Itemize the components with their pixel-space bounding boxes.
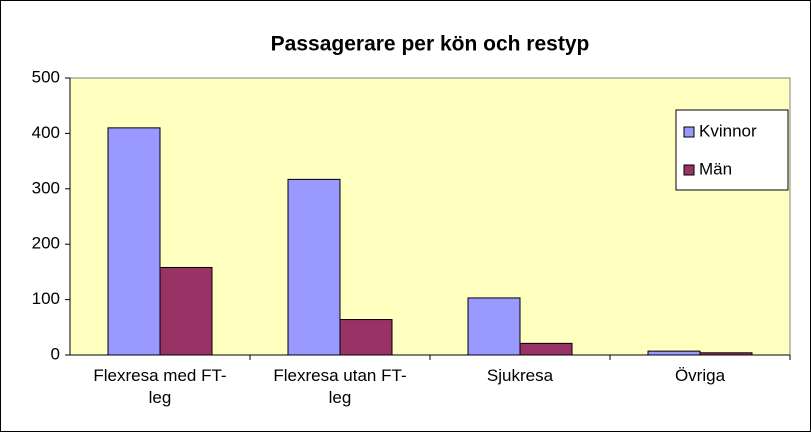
y-tick-label: 300 (32, 178, 60, 197)
bar (647, 350, 701, 356)
legend-label: Män (699, 159, 732, 178)
x-tick-label: Övriga (674, 366, 726, 385)
bar (339, 319, 393, 356)
bar (699, 352, 753, 356)
bar (159, 266, 213, 356)
bar (519, 342, 573, 356)
bar (467, 297, 521, 356)
legend-box (675, 109, 789, 191)
chart-title: Passagerare per kön och restyp (271, 33, 590, 56)
x-tick-label: Flexresa utan FT-leg (273, 366, 407, 407)
x-tick-label: Sjukresa (486, 366, 554, 385)
legend-swatch (683, 126, 695, 138)
y-tick-label: 100 (32, 289, 60, 308)
y-tick-label: 500 (32, 67, 60, 86)
legend-swatch (683, 164, 695, 176)
x-tick-label: Flexresa med FT-leg (93, 366, 227, 407)
y-tick-label: 0 (51, 344, 60, 363)
legend-label: Kvinnor (699, 121, 757, 140)
bar (107, 127, 161, 356)
y-tick-label: 200 (32, 234, 60, 253)
y-tick-label: 400 (32, 123, 60, 142)
bar (287, 178, 341, 356)
